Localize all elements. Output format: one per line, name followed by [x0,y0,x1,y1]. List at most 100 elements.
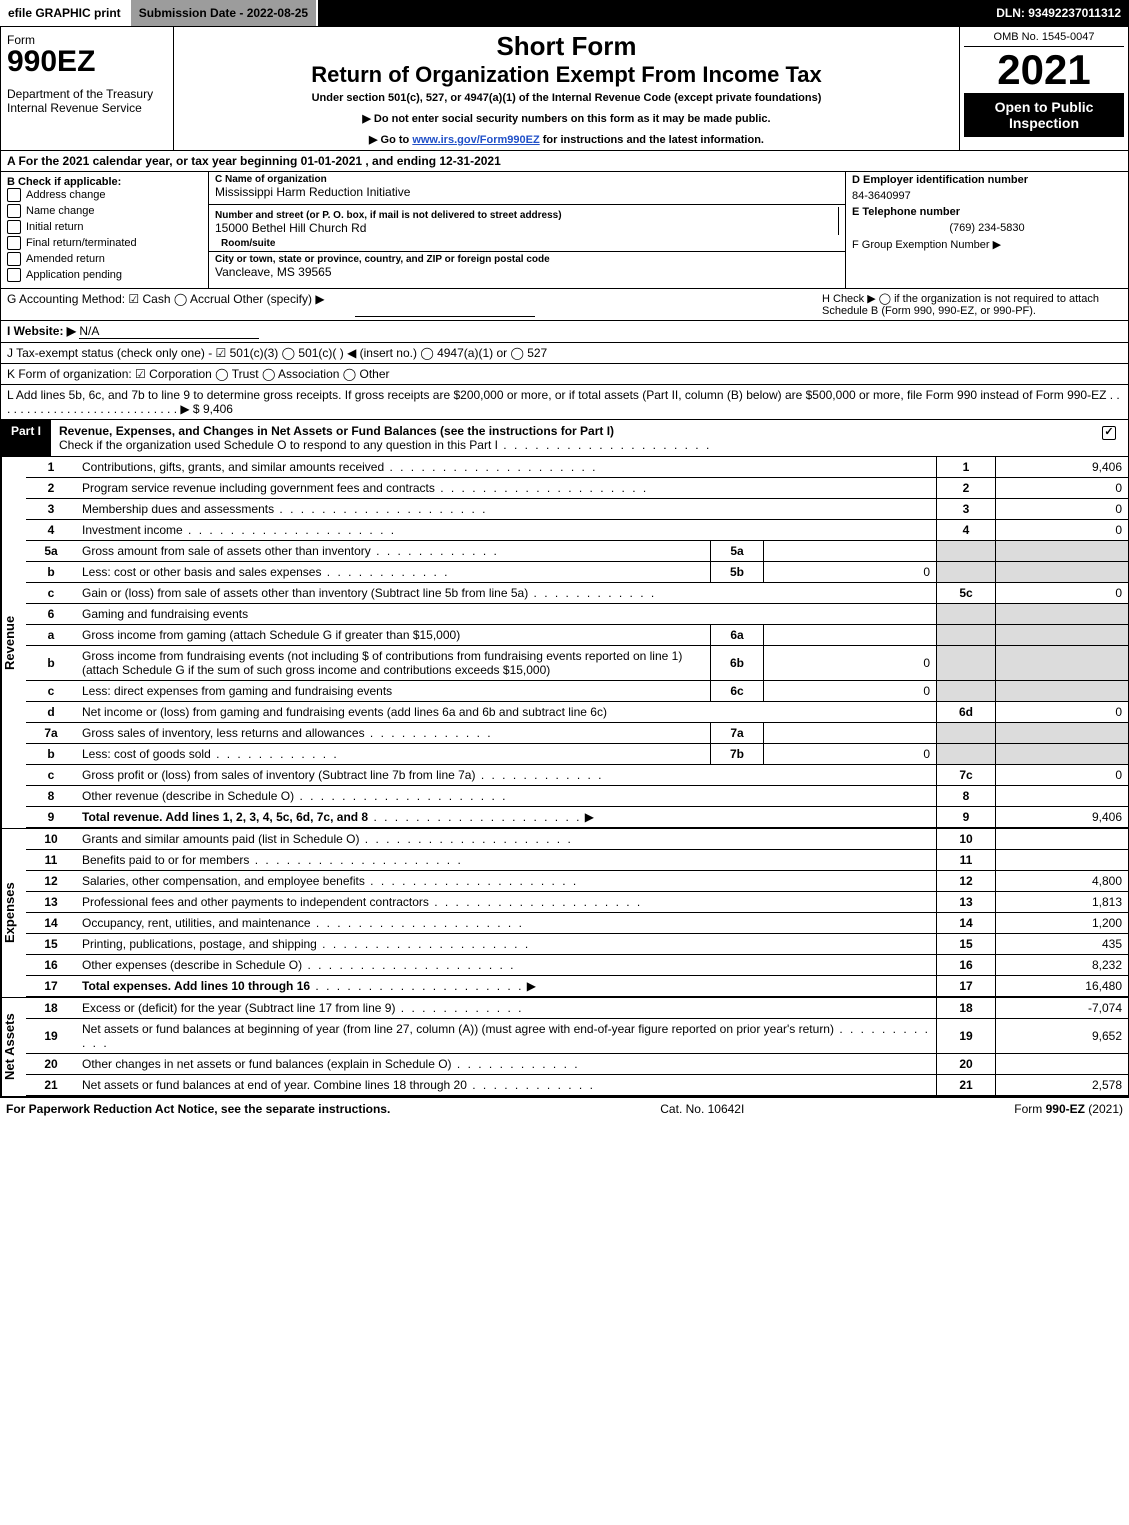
line-21-desc: Net assets or fund balances at end of ye… [82,1078,467,1092]
line-6-rnum [937,604,996,625]
b-item-3: Final return/terminated [26,237,137,249]
line-6-val [996,604,1129,625]
line-2-desc: Program service revenue including govern… [82,481,435,495]
part-i-title: Revenue, Expenses, and Changes in Net As… [51,420,1090,456]
line-13-desc: Professional fees and other payments to … [82,895,429,909]
line-11-desc: Benefits paid to or for members [82,853,249,867]
line-1-rnum: 1 [937,457,996,478]
netassets-table: 18 Excess or (deficit) for the year (Sub… [26,998,1128,1096]
line-2-num: 2 [26,478,76,499]
g-other-line [355,292,535,317]
row-J: J Tax-exempt status (check only one) - ☑… [1,343,1128,364]
row-K: K Form of organization: ☑ Corporation ◯ … [1,364,1128,385]
h-check: H Check ▶ ◯ if the organization is not r… [822,292,1122,317]
row-A: A For the 2021 calendar year, or tax yea… [1,151,1128,172]
top-bar: efile GRAPHIC print Submission Date - 20… [0,0,1129,26]
footer-right-bold: 990-EZ [1046,1102,1085,1116]
line-9-val: 9,406 [996,807,1129,828]
footer-right-pre: Form [1014,1102,1045,1116]
chk-name-change[interactable] [7,204,21,218]
line-2-rnum: 2 [937,478,996,499]
chk-application-pending[interactable] [7,268,21,282]
line-10-desc: Grants and similar amounts paid (list in… [82,832,359,846]
c-room-label: Room/suite [221,238,275,249]
b-item-5: Application pending [26,269,122,281]
efile-label[interactable]: efile GRAPHIC print [0,0,131,26]
b-item-1: Name change [26,205,95,217]
g-accounting: G Accounting Method: ☑ Cash ◯ Accrual Ot… [7,292,325,317]
line-5b-num: b [26,562,76,583]
line-13-val: 1,813 [996,892,1129,913]
line-18-rnum: 18 [937,998,996,1019]
line-9-rnum: 9 [937,807,996,828]
form-number: 990EZ [7,47,167,77]
chk-address-change[interactable] [7,188,21,202]
line-13-num: 13 [26,892,76,913]
line-6d-val: 0 [996,702,1129,723]
line-6b-desc: Gross income from fundraising events (no… [82,649,682,677]
line-17-rnum: 17 [937,976,996,997]
line-7b-sv: 0 [764,744,937,765]
chk-final-return[interactable] [7,236,21,250]
irs-link[interactable]: www.irs.gov/Form990EZ [412,134,539,146]
line-8-desc: Other revenue (describe in Schedule O) [82,789,294,803]
line-10-num: 10 [26,829,76,850]
b-item-2: Initial return [26,221,83,233]
line-17-val: 16,480 [996,976,1129,997]
department-label: Department of the Treasury Internal Reve… [7,87,167,115]
line-12-rnum: 12 [937,871,996,892]
line-5c-val: 0 [996,583,1129,604]
revenue-table: 1 Contributions, gifts, grants, and simi… [26,457,1128,828]
line-5b-sl: 5b [711,562,764,583]
line-6a-desc: Gross income from gaming (attach Schedul… [82,628,460,642]
expenses-table: 10 Grants and similar amounts paid (list… [26,829,1128,997]
netassets-side-label: Net Assets [1,998,26,1096]
line-17-desc: Total expenses. Add lines 10 through 16 [82,979,310,993]
line-6d-desc: Net income or (loss) from gaming and fun… [82,705,607,719]
i-label: I Website: ▶ [7,324,76,338]
bullet-1: ▶ Do not enter social security numbers o… [180,112,953,125]
line-6a-rnum [937,625,996,646]
line-6c-val [996,681,1129,702]
netassets-section: Net Assets 18 Excess or (deficit) for th… [1,998,1128,1097]
line-7c-val: 0 [996,765,1129,786]
line-14-desc: Occupancy, rent, utilities, and maintena… [82,916,311,930]
line-17-num: 17 [26,976,76,997]
topbar-spacer [318,0,988,26]
line-9-desc: Total revenue. Add lines 1, 2, 3, 4, 5c,… [82,810,368,824]
line-10-rnum: 10 [937,829,996,850]
line-6a-sl: 6a [711,625,764,646]
line-7b-val [996,744,1129,765]
line-3-val: 0 [996,499,1129,520]
line-3-desc: Membership dues and assessments [82,502,274,516]
section-bcd: B Check if applicable: Address change Na… [1,172,1128,289]
line-12-desc: Salaries, other compensation, and employ… [82,874,365,888]
footer-left: For Paperwork Reduction Act Notice, see … [6,1102,390,1116]
line-16-val: 8,232 [996,955,1129,976]
row-L: L Add lines 5b, 6c, and 7b to line 9 to … [1,385,1128,420]
line-21-rnum: 21 [937,1075,996,1096]
line-12-num: 12 [26,871,76,892]
line-6c-sl: 6c [711,681,764,702]
expenses-section: Expenses 10 Grants and similar amounts p… [1,829,1128,998]
line-1-desc: Contributions, gifts, grants, and simila… [82,460,384,474]
line-7b-desc: Less: cost of goods sold [82,747,211,761]
line-1-val: 9,406 [996,457,1129,478]
line-6a-val [996,625,1129,646]
line-7c-num: c [26,765,76,786]
line-3-num: 3 [26,499,76,520]
line-3-rnum: 3 [937,499,996,520]
line-15-val: 435 [996,934,1129,955]
line-20-val [996,1054,1129,1075]
chk-amended-return[interactable] [7,252,21,266]
column-B: B Check if applicable: Address change Na… [1,172,209,288]
chk-initial-return[interactable] [7,220,21,234]
line-9-num: 9 [26,807,76,828]
line-4-rnum: 4 [937,520,996,541]
line-21-num: 21 [26,1075,76,1096]
line-5a-val [996,541,1129,562]
line-8-val [996,786,1129,807]
line-4-num: 4 [26,520,76,541]
part-i-check[interactable] [1102,426,1116,440]
line-5a-desc: Gross amount from sale of assets other t… [82,544,371,558]
